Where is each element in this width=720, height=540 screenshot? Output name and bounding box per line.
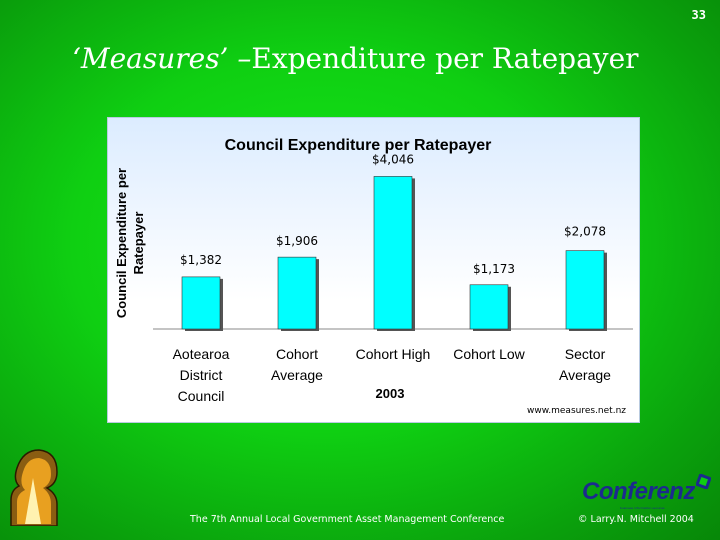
y-axis-label-line1: Council Expenditure per (114, 168, 129, 318)
logo-mark-icon (696, 474, 711, 489)
category-label-1-0: Cohort (276, 346, 318, 362)
category-label-0-0: Aotearoa (173, 346, 230, 362)
bar-4 (565, 250, 605, 330)
data-label-0: $1,382 (180, 253, 222, 267)
bars-layer (181, 176, 607, 331)
x-axis-label: 2003 (376, 386, 405, 401)
category-label-4-1: Average (559, 367, 611, 383)
category-label-2-0: Cohort High (356, 346, 431, 362)
conferenz-tagline: business information services (620, 506, 665, 510)
bar-chart: Council Expenditure per Ratepayer Counci… (114, 137, 633, 416)
category-label-0-2: Council (178, 388, 225, 404)
chart-panel: Council Expenditure per Ratepayer Counci… (107, 117, 640, 423)
category-label-3-0: Cohort Low (453, 346, 525, 362)
conferenz-logo: Conferenz (582, 478, 695, 505)
emblem-logo (10, 449, 58, 526)
bar-3 (469, 284, 509, 330)
category-label-1-1: Average (271, 367, 323, 383)
category-label-4-0: Sector (565, 346, 606, 362)
slide-number: 33 (691, 8, 706, 22)
slide-title-rest: Expenditure per Ratepayer (251, 42, 639, 75)
data-label-3: $1,173 (473, 262, 515, 276)
footer-conference: The 7th Annual Local Government Asset Ma… (190, 514, 505, 525)
slide-title: ‘Measures’ –Expenditure per Ratepayer (72, 42, 712, 75)
data-label-1: $1,906 (276, 234, 318, 248)
source-url: www.measures.net.nz (527, 406, 626, 416)
data-label-2: $4,046 (372, 152, 414, 166)
bar-1 (277, 256, 317, 330)
data-labels-layer: $1,382 $1,906 $4,046 $1,173 $2,078 (180, 152, 606, 275)
chart-title: Council Expenditure per Ratepayer (225, 137, 492, 154)
data-label-4: $2,078 (564, 225, 606, 239)
category-labels-layer: Aotearoa District Council Cohort Average Coho… (173, 346, 612, 404)
category-label-0-1: District (180, 367, 223, 383)
slide-title-quoted: ‘Measures’ – (72, 42, 252, 75)
y-axis-label-line2: Ratepayer (131, 212, 146, 275)
bar-0 (181, 276, 221, 330)
bar-2 (373, 176, 413, 330)
footer-copyright: © Larry.N. Mitchell 2004 (578, 514, 694, 525)
